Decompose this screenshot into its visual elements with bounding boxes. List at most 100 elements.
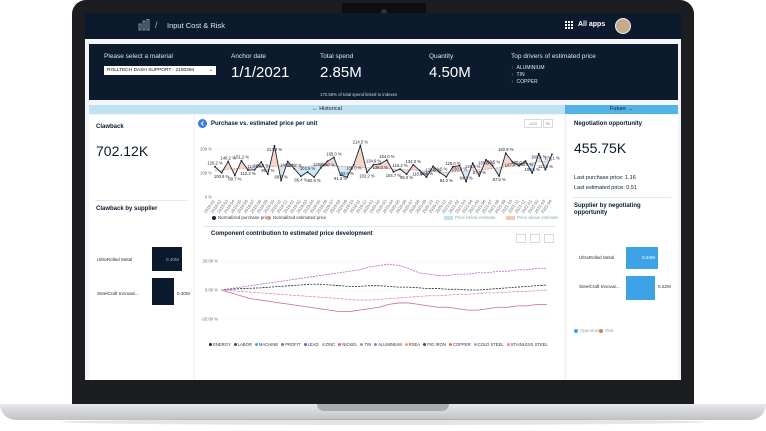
table-view-icon[interactable] — [516, 234, 526, 243]
clawback-bar[interactable] — [152, 278, 174, 305]
legend-swatch — [404, 343, 408, 346]
bar-view-icon[interactable] — [544, 234, 554, 243]
y-tick-label: 20.00 % — [203, 259, 219, 264]
purchase-point — [531, 172, 534, 174]
arrow-up-icon: ↑ — [511, 65, 514, 71]
price-gap-band — [505, 153, 513, 167]
divider — [573, 197, 671, 198]
data-label: 130.5 % — [485, 160, 501, 165]
y-tick-label: 0 % — [205, 195, 212, 200]
legend-swatch — [212, 215, 216, 220]
purchase-point — [326, 160, 329, 163]
supplier-label: SteelCraft Innovat... — [579, 284, 620, 289]
tab-future[interactable]: Future → — [565, 105, 678, 114]
purchase-point — [319, 167, 322, 169]
percent-toggle[interactable]: % — [543, 119, 553, 128]
quantity-value: 4.50M — [429, 64, 471, 81]
data-label: 110.3 % — [412, 172, 427, 177]
material-select-value: ROLLTECH DASH SUPPORT - 2180394 — [107, 68, 195, 73]
legend-swatch — [321, 343, 325, 346]
purchase-point — [432, 165, 434, 168]
price-gap-band — [327, 157, 334, 166]
purchase-point — [418, 169, 421, 172]
purchase-point — [485, 158, 487, 161]
data-label: 148.2 % — [221, 155, 237, 160]
data-label: 117.7 % — [287, 163, 302, 168]
laptop-shadow — [60, 419, 706, 425]
component-legend-item: LABOR — [233, 342, 252, 347]
camera-icon — [381, 9, 387, 15]
laptop-base — [0, 404, 766, 420]
apps-grid-icon[interactable] — [565, 21, 573, 29]
purchase-point — [247, 169, 249, 171]
component-legend-item: PIG IRON — [423, 342, 446, 347]
legend-swatch — [254, 343, 258, 346]
clawback-bar[interactable] — [152, 247, 182, 271]
component-legend-item: PROFIT — [281, 342, 301, 347]
legend-swatch — [267, 215, 271, 220]
y-tick-label: 100 % — [200, 171, 212, 176]
data-label: 213.3 % — [267, 147, 283, 152]
page-title: Input Cost & Risk — [167, 21, 225, 30]
material-select[interactable]: ROLLTECH DASH SUPPORT - 2180394 ⌄ — [104, 66, 216, 75]
opportunity-bar[interactable] — [626, 247, 658, 269]
legend-estimated: Normalized estimated price — [267, 215, 326, 220]
purchase-point — [366, 171, 368, 174]
purchase-point — [392, 170, 395, 173]
y-tick-label: 0.00 % — [205, 288, 218, 293]
legend-swatch — [574, 328, 578, 333]
purchase-point — [333, 156, 335, 159]
purchase-point — [518, 164, 520, 167]
purchase-point — [511, 160, 514, 163]
tab-historical[interactable]: ← Historical — [89, 105, 565, 114]
all-apps-link[interactable]: All apps — [578, 21, 606, 28]
collapse-left-icon[interactable] — [198, 119, 207, 128]
data-label: 113.1 % — [247, 164, 262, 169]
supplier-label: UltraRolled Metal — [579, 255, 615, 260]
purchase-point — [260, 161, 263, 163]
avatar[interactable] — [615, 18, 631, 34]
purchase-point — [233, 174, 236, 177]
opportunity-bar[interactable] — [626, 276, 655, 300]
price-gap-band — [433, 166, 440, 173]
component-legend-item: NICKEL — [338, 342, 357, 347]
data-label: 178.1 % — [544, 155, 560, 160]
purchase-point — [471, 162, 474, 165]
last-purchase-price: Last purchase price: 1.16 — [574, 175, 636, 181]
legend-swatch — [448, 343, 452, 346]
breadcrumb-separator: / — [155, 20, 158, 30]
legend-swatch — [473, 343, 477, 346]
component-line — [220, 283, 548, 291]
app-screen: / Input Cost & Risk All apps Please sele… — [85, 13, 681, 380]
purchase-point — [544, 168, 547, 171]
legend-swatch — [374, 343, 378, 346]
data-label: 134.9 % — [366, 159, 382, 164]
arrow-up-icon: ↑ — [511, 79, 514, 85]
price-gap-band — [261, 162, 268, 175]
purchase-point — [425, 176, 428, 179]
logo-icon[interactable] — [138, 19, 150, 31]
legend-swatch — [506, 343, 510, 346]
component-legend-item: COLD STEEL — [473, 342, 504, 347]
estimated-price-line — [214, 159, 553, 173]
data-label: 86.4 % — [294, 177, 307, 182]
purchase-point — [253, 168, 256, 171]
divider — [203, 226, 556, 227]
value-toggle[interactable]: 12/3 — [524, 119, 542, 128]
purchase-point — [240, 159, 243, 162]
legend-swatch — [360, 343, 364, 346]
arrow-up-icon: ↑ — [511, 72, 514, 78]
line-view-icon[interactable] — [530, 234, 540, 243]
data-label: 82.8 % — [341, 171, 354, 176]
kpi-header: Please select a material ROLLTECH DASH S… — [89, 44, 678, 100]
supplier-label: UltraRolled Metal — [97, 257, 133, 262]
data-label: 64.1 % — [460, 176, 473, 181]
purchase-point — [214, 165, 216, 168]
opportunity-bar-value: 0.24M — [642, 255, 655, 260]
purchase-point — [280, 179, 282, 182]
component-legend-item: ALUMINIUM — [374, 342, 402, 347]
data-label: 113.5 % — [538, 164, 553, 169]
price-gap-band — [281, 161, 288, 181]
data-label: 145.8 % — [254, 163, 270, 168]
component-line — [220, 263, 547, 291]
